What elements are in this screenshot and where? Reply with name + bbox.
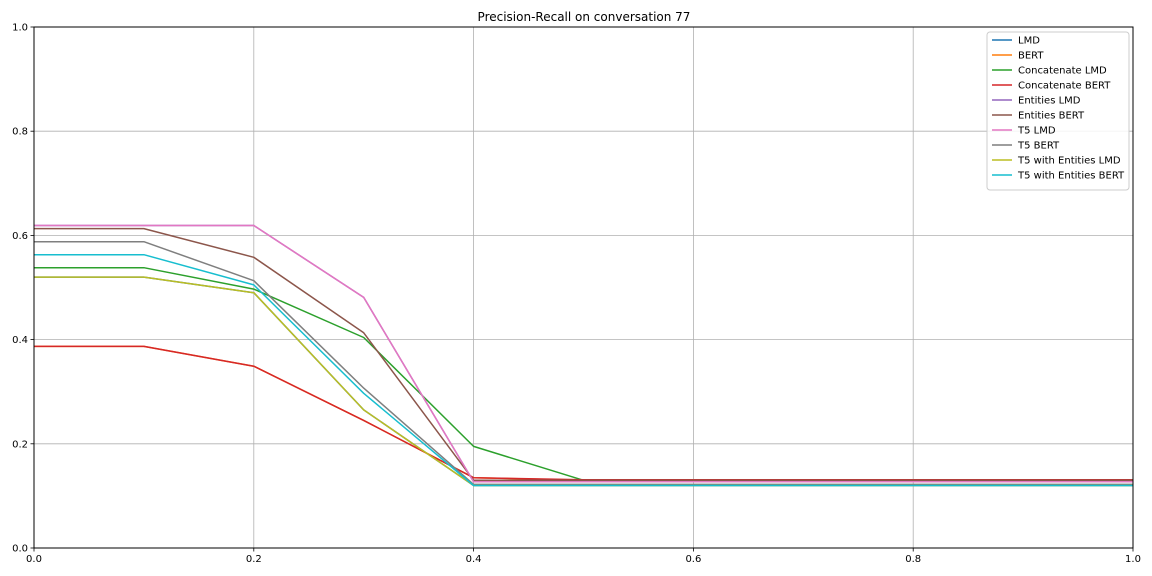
- legend-label: Entities LMD: [1018, 96, 1081, 107]
- x-tick-label: 0.8: [905, 554, 921, 565]
- x-tick-label: 0.4: [466, 554, 482, 565]
- x-tick-label: 1.0: [1125, 554, 1141, 565]
- y-tick-label: 0.0: [12, 544, 28, 555]
- axis-ticks: 0.0 0.2 0.4 0.6 0.8 1.0 0.0 0.2 0.4 0.6 0.8 1.0: [12, 23, 1141, 566]
- legend-label: BERT: [1018, 51, 1044, 62]
- legend-label: T5 LMD: [1017, 126, 1056, 137]
- y-tick-label: 0.6: [12, 231, 28, 242]
- legend-label: Entities BERT: [1018, 111, 1085, 122]
- series-line-t5-lmd: [34, 224, 1133, 483]
- y-tick-label: 0.2: [12, 439, 28, 450]
- x-tick-label: 0.6: [685, 554, 701, 565]
- x-tick-label: 0.2: [246, 554, 262, 565]
- y-tick-label: 1.0: [12, 23, 28, 34]
- legend-label: T5 with Entities BERT: [1017, 171, 1125, 182]
- plot-frame: [33, 26, 1134, 549]
- legend-label: T5 BERT: [1017, 141, 1060, 152]
- legend-box: [986, 31, 1130, 191]
- legend-label: T5 with Entities LMD: [1017, 156, 1121, 167]
- legend-label: LMD: [1018, 36, 1040, 47]
- y-tick-label: 0.8: [12, 127, 28, 138]
- series-line-entities-bert: [34, 227, 1133, 482]
- legend: LMD BERT Concatenate LMD Concatenate BERT En…: [986, 31, 1130, 191]
- series-line-t5-with-entities-bert: [34, 253, 1133, 487]
- chart-title: Precision-Recall on conversation 77: [478, 10, 691, 24]
- series-lines: [34, 224, 1133, 487]
- series-line-t5-bert: [34, 240, 1133, 486]
- legend-label: Concatenate LMD: [1018, 66, 1107, 77]
- x-tick-label: 0.0: [26, 554, 42, 565]
- legend-label: Concatenate BERT: [1018, 81, 1111, 92]
- y-tick-label: 0.4: [12, 335, 28, 346]
